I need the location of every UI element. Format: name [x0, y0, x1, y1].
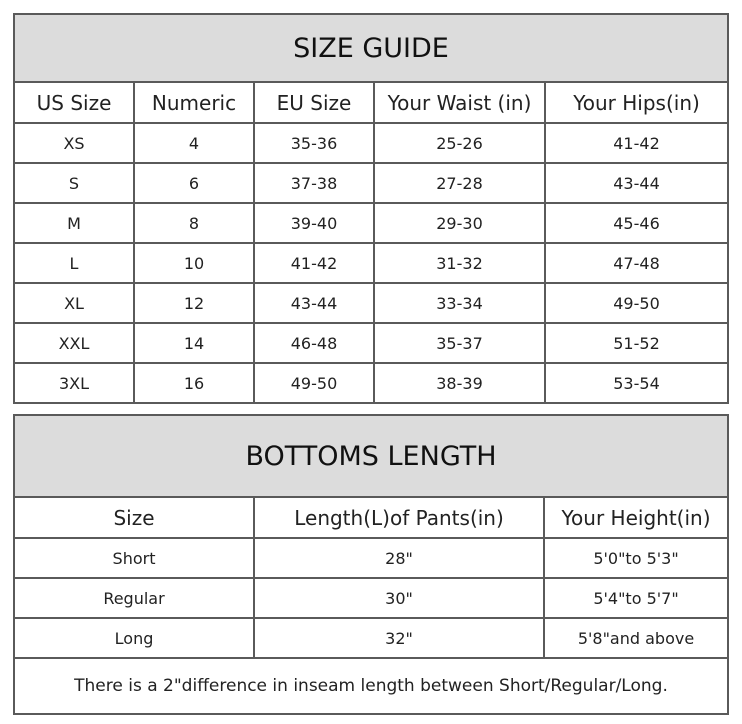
table-cell: Short — [13, 537, 255, 579]
table-cell: XXL — [13, 322, 135, 364]
table-cell: 30" — [253, 577, 545, 619]
table-cell: 49-50 — [543, 282, 730, 324]
column-header: US Size — [13, 81, 135, 124]
table-cell: 16 — [133, 362, 255, 404]
table-cell: 51-52 — [543, 322, 730, 364]
table-cell: 33-34 — [373, 282, 546, 324]
size-guide-table: SIZE GUIDE US Size Numeric EU Size Your … — [12, 13, 730, 404]
table-row: S 6 37-38 27-28 43-44 — [13, 162, 730, 204]
size-guide-title: SIZE GUIDE — [12, 13, 730, 83]
column-header: Your Hips(in) — [543, 81, 730, 124]
table-row: Regular 30" 5'4"to 5'7" — [13, 577, 730, 619]
table-cell: 8 — [133, 202, 255, 244]
table-cell: L — [13, 242, 135, 284]
table-cell: 47-48 — [543, 242, 730, 284]
column-header: Length(L)of Pants(in) — [253, 496, 545, 539]
table-cell: 4 — [133, 122, 255, 164]
table-cell: 5'0"to 5'3" — [542, 537, 730, 579]
table-cell: 32" — [253, 617, 545, 659]
table-cell: 6 — [133, 162, 255, 204]
column-header: Your Waist (in) — [373, 81, 546, 124]
table-cell: 41-42 — [253, 242, 375, 284]
table-cell: Long — [13, 617, 255, 659]
table-row: 3XL 16 49-50 38-39 53-54 — [13, 362, 730, 404]
column-header: Your Height(in) — [542, 496, 730, 539]
table-cell: 5'8"and above — [542, 617, 730, 659]
table-cell: S — [13, 162, 135, 204]
table-row: M 8 39-40 29-30 45-46 — [13, 202, 730, 244]
table-row: XS 4 35-36 25-26 41-42 — [13, 122, 730, 164]
table-row: Long 32" 5'8"and above — [13, 617, 730, 659]
table-cell: 14 — [133, 322, 255, 364]
column-header: EU Size — [253, 81, 375, 124]
bottoms-length-title: BOTTOMS LENGTH — [12, 414, 730, 498]
table-cell: 28" — [253, 537, 545, 579]
table-cell: 27-28 — [373, 162, 546, 204]
table-row: Short 28" 5'0"to 5'3" — [13, 537, 730, 579]
column-header: Size — [13, 496, 255, 539]
table-cell: 41-42 — [543, 122, 730, 164]
table-cell: XS — [13, 122, 135, 164]
column-header: Numeric — [133, 81, 255, 124]
table-cell: 35-36 — [253, 122, 375, 164]
table-cell: 29-30 — [373, 202, 546, 244]
table-cell: M — [13, 202, 135, 244]
table-cell: 10 — [133, 242, 255, 284]
table-cell: 38-39 — [373, 362, 546, 404]
table-row: L 10 41-42 31-32 47-48 — [13, 242, 730, 284]
table-cell: 39-40 — [253, 202, 375, 244]
table-cell: 43-44 — [253, 282, 375, 324]
table-cell: 46-48 — [253, 322, 375, 364]
table-row: XL 12 43-44 33-34 49-50 — [13, 282, 730, 324]
table-cell: 45-46 — [543, 202, 730, 244]
table-cell: 25-26 — [373, 122, 546, 164]
table-cell: 37-38 — [253, 162, 375, 204]
table-cell: 43-44 — [543, 162, 730, 204]
table-cell: 3XL — [13, 362, 135, 404]
table-row: XXL 14 46-48 35-37 51-52 — [13, 322, 730, 364]
table-cell: 53-54 — [543, 362, 730, 404]
bottoms-length-table: BOTTOMS LENGTH Size Length(L)of Pants(in… — [12, 414, 730, 715]
table-cell: 5'4"to 5'7" — [542, 577, 730, 619]
table-cell: 12 — [133, 282, 255, 324]
table-cell: XL — [13, 282, 135, 324]
table-cell: 35-37 — [373, 322, 546, 364]
table-cell: 31-32 — [373, 242, 546, 284]
table-cell: Regular — [13, 577, 255, 619]
table-cell: 49-50 — [253, 362, 375, 404]
inseam-note: There is a 2"difference in inseam length… — [12, 657, 730, 715]
